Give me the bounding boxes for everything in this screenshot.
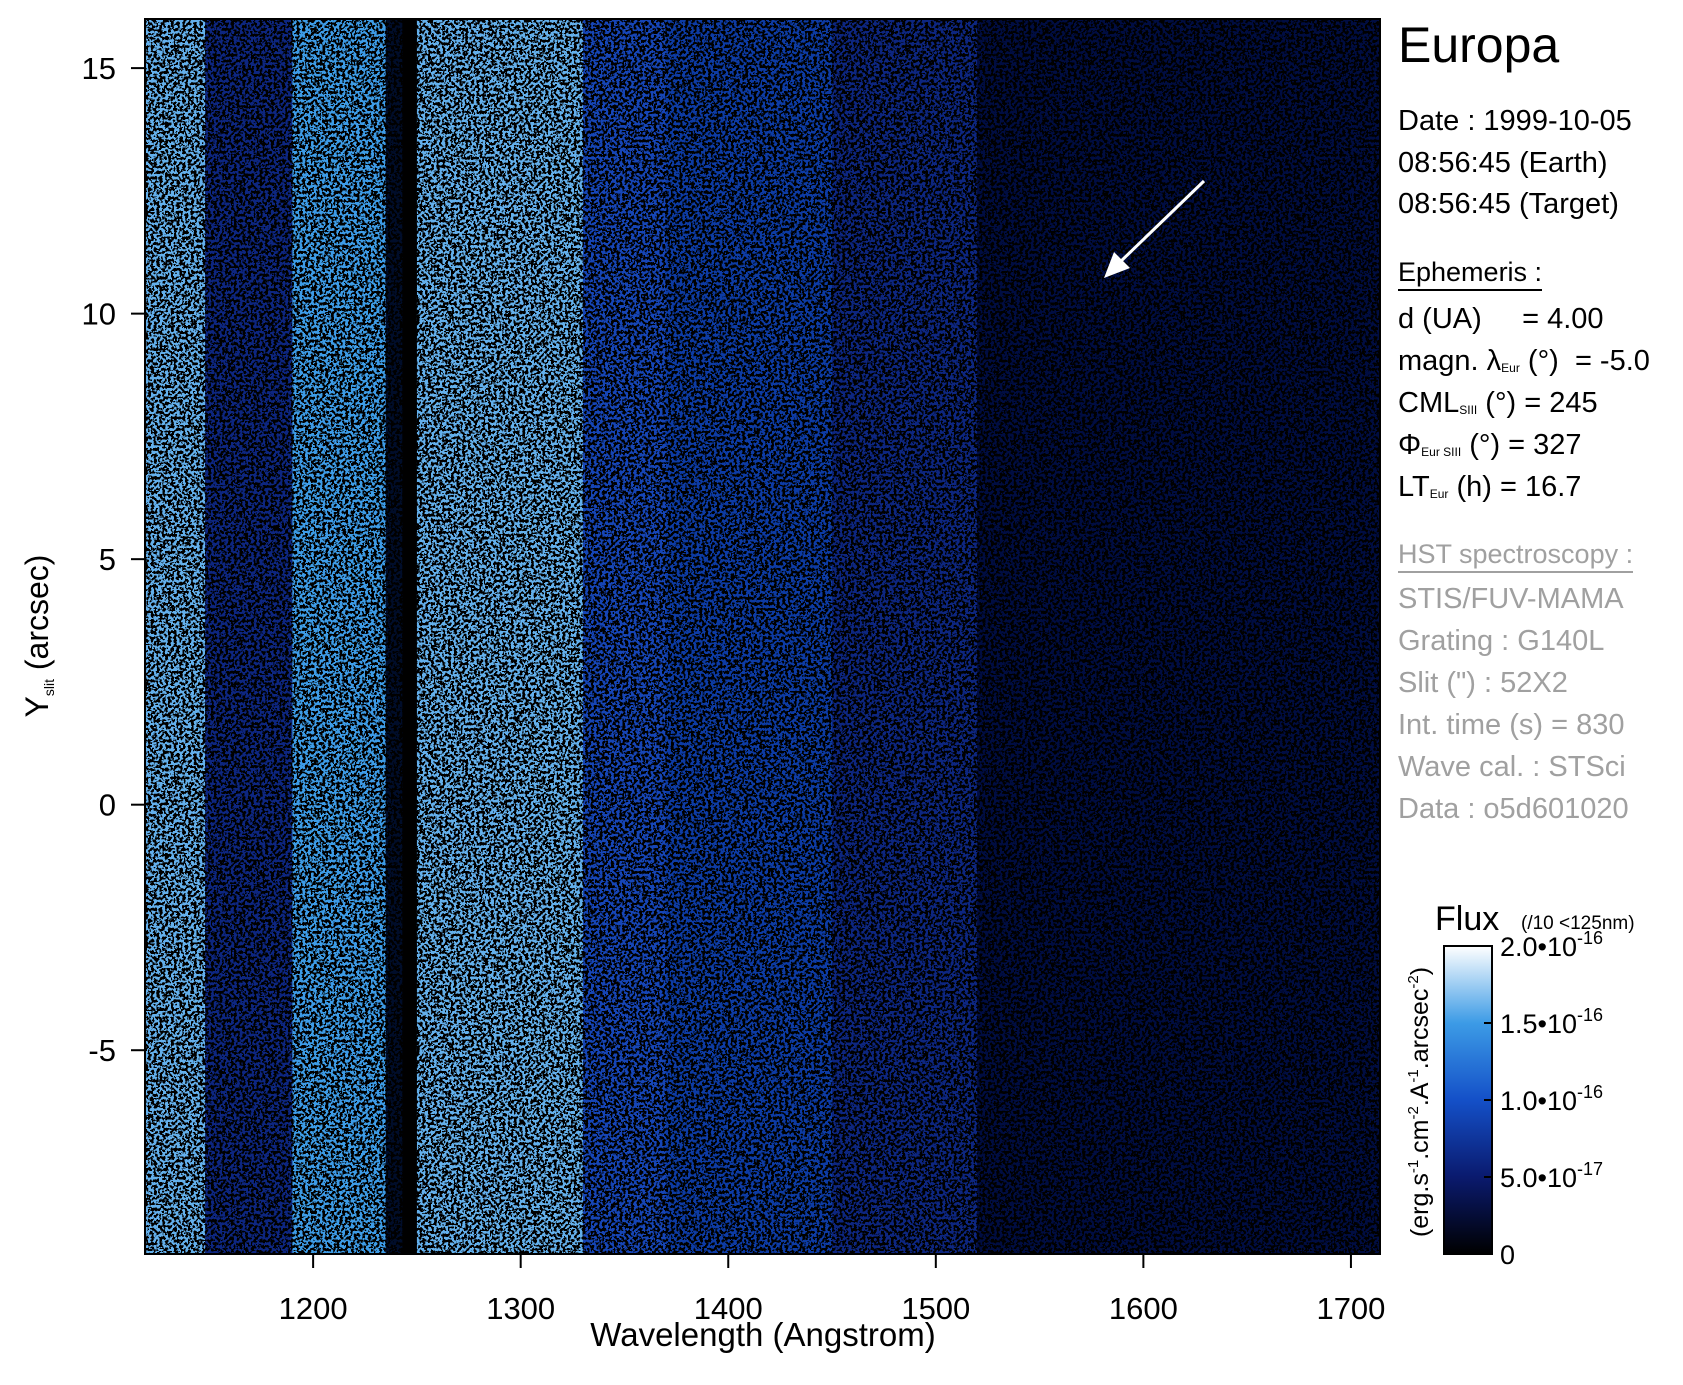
- unit-part: .cm: [1406, 1120, 1434, 1160]
- colorbar-tick-exponent: -16: [1577, 928, 1603, 948]
- colorbar-unit: (erg.s-1.cm-2.A-1.arcsec-2): [1405, 967, 1434, 1237]
- x-tick-label: 1700: [1316, 1291, 1385, 1326]
- subscript: Eur SIII: [1421, 445, 1462, 459]
- flux-band: [977, 19, 1380, 1254]
- y-tick-label: 0: [99, 788, 116, 823]
- arrow: [1104, 179, 1206, 278]
- colorbar-note: (/10 <125nm): [1521, 913, 1635, 934]
- y-tick-label: -5: [88, 1033, 116, 1068]
- ephemeris-title: Ephemeris :: [1398, 259, 1543, 291]
- colorbar-title: Flux: [1435, 900, 1499, 938]
- text-part: magn. λ: [1398, 345, 1502, 377]
- x-tick-label: 1400: [694, 1291, 763, 1326]
- colorbar-tick-mantissa: 0: [1500, 1240, 1515, 1270]
- arrow-line: [1116, 179, 1206, 266]
- text-part: d (UA) = 4.00: [1398, 303, 1604, 335]
- x-tick-label: 1500: [901, 1291, 970, 1326]
- text-part: LT: [1398, 471, 1430, 503]
- unit-part: (erg.s: [1406, 1173, 1434, 1237]
- date-line: 08:56:45 (Target): [1398, 188, 1619, 220]
- text-part: CML: [1398, 387, 1460, 419]
- text-part: Φ: [1398, 429, 1422, 461]
- y-label-part: slit: [41, 679, 57, 696]
- unit-part: -1: [1405, 1160, 1422, 1173]
- info-panel: Europa Date : 1999-10-05 08:56:45 (Earth…: [1398, 0, 1683, 900]
- ephemeris-line: ΦEur SIII (°) = 327: [1398, 431, 1582, 460]
- x-axis-label: Wavelength (Angstrom): [590, 1316, 935, 1353]
- colorbar-tick-mantissa: 1.5•10: [1500, 1009, 1577, 1039]
- flux-band: [292, 19, 386, 1254]
- colorbar-tick-mantissa: 1.0•10: [1500, 1086, 1577, 1116]
- colorbar-tick-label: 0: [1500, 1240, 1515, 1270]
- y-axis-label: Yslit (arcsec): [19, 555, 57, 718]
- unit-part: .A: [1406, 1082, 1434, 1106]
- colorbar-tick-mantissa: 2.0•10: [1500, 932, 1577, 962]
- date-line: 08:56:45 (Earth): [1398, 147, 1608, 179]
- subscript: Eur: [1429, 487, 1449, 501]
- y-tick-label: 10: [82, 297, 116, 332]
- ephemeris-line: CMLSIII (°) = 245: [1398, 389, 1598, 418]
- flux-band: [665, 19, 833, 1254]
- colorbar-tick-label: 1.5•10-16: [1500, 1005, 1603, 1039]
- text-part: (°) = 327: [1461, 429, 1582, 461]
- hst-line: Int. time (s) = 830: [1398, 709, 1625, 741]
- hst-title: HST spectroscopy :: [1398, 541, 1634, 573]
- unit-part: -2: [1405, 1106, 1422, 1119]
- subscript: Eur: [1501, 361, 1520, 375]
- text-part: (h) = 16.7: [1448, 471, 1582, 503]
- x-tick-label: 1600: [1109, 1291, 1178, 1326]
- colorbar: 05.0•10-171.0•10-161.5•10-162.0•10-16: [1443, 928, 1603, 1270]
- flux-band: [145, 19, 206, 1254]
- ephemeris-line: d (UA) = 4.00: [1398, 305, 1604, 334]
- x-tick-label: 1300: [486, 1291, 555, 1326]
- arrow-head: [1104, 252, 1130, 278]
- colorbar-tick-exponent: -16: [1577, 1005, 1603, 1025]
- flux-band: [416, 19, 583, 1254]
- flux-band: [385, 19, 403, 1254]
- colorbar-tick-exponent: -17: [1577, 1159, 1603, 1179]
- ephemeris-line: magn. λEur (°) = -5.0: [1398, 347, 1650, 376]
- colorbar-scale: [1443, 945, 1493, 1255]
- y-label-part: Y: [19, 696, 55, 717]
- hst-line: STIS/FUV-MAMA: [1398, 583, 1624, 615]
- colorbar-tick-label: 1.0•10-16: [1500, 1082, 1603, 1116]
- colorbar-tick-mantissa: 5.0•10: [1500, 1163, 1577, 1193]
- panel-title: Europa: [1398, 17, 1560, 73]
- flux-band: [205, 19, 293, 1254]
- colorbar-tick-label: 5.0•10-17: [1500, 1159, 1603, 1193]
- text-part: (°) = -5.0: [1519, 345, 1650, 377]
- spectrum: [145, 19, 1380, 1254]
- unit-part: -1: [1405, 1069, 1422, 1082]
- flux-band: [402, 19, 417, 1254]
- y-tick-label: 15: [82, 51, 116, 86]
- unit-part: -2: [1405, 975, 1422, 988]
- subscript: SIII: [1459, 403, 1478, 417]
- y-label-part: (arcsec): [19, 555, 55, 679]
- text-part: (°) = 245: [1477, 387, 1598, 419]
- y-tick-label: 5: [99, 542, 116, 577]
- flux-band: [582, 19, 666, 1254]
- flux-band: [832, 19, 978, 1254]
- ephemeris-line: LTEur (h) = 16.7: [1398, 473, 1581, 502]
- colorbar-tick-label: 2.0•10-16: [1500, 928, 1603, 962]
- unit-part: .arcsec: [1406, 989, 1434, 1070]
- date-line: Date : 1999-10-05: [1398, 105, 1632, 137]
- unit-part: ): [1406, 967, 1434, 975]
- hst-line: Grating : G140L: [1398, 625, 1605, 657]
- colorbar-tick-exponent: -16: [1577, 1082, 1603, 1102]
- hst-line: Slit (") : 52X2: [1398, 667, 1568, 699]
- x-tick-label: 1200: [279, 1291, 348, 1326]
- hst-line: Wave cal. : STSci: [1398, 751, 1626, 783]
- plot-frame: [144, 18, 1381, 1255]
- hst-line: Data : o5d601020: [1398, 793, 1629, 825]
